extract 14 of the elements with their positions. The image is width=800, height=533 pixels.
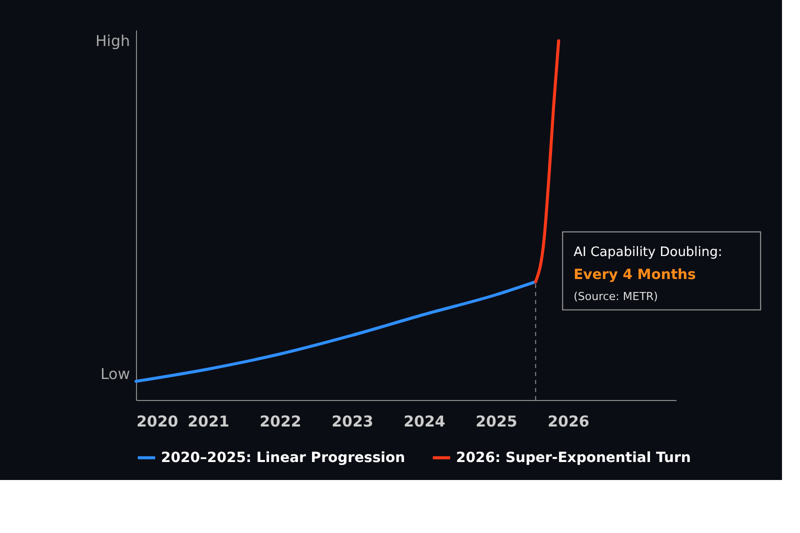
- annotation: Every 4 Months: [574, 266, 696, 283]
- x-tick-label: 2022: [260, 412, 302, 430]
- x-tick-label: 2024: [404, 412, 446, 430]
- text: Low: [100, 365, 130, 384]
- x-tick-label: 2025: [476, 412, 518, 430]
- legend-label: 2026: Super-Exponential Turn: [456, 450, 691, 466]
- annotation: AI Capability Doubling:: [574, 244, 722, 260]
- legend-label: 2020–2025: Linear Progression: [161, 450, 406, 466]
- annotation: (Source: METR): [574, 290, 658, 303]
- text: High: [96, 32, 130, 50]
- x-tick-label: 2021: [188, 412, 230, 430]
- x-tick-label: 2026: [548, 412, 590, 430]
- x-tick-label: 2023: [332, 412, 374, 430]
- x-tick-label: 2020: [136, 412, 178, 430]
